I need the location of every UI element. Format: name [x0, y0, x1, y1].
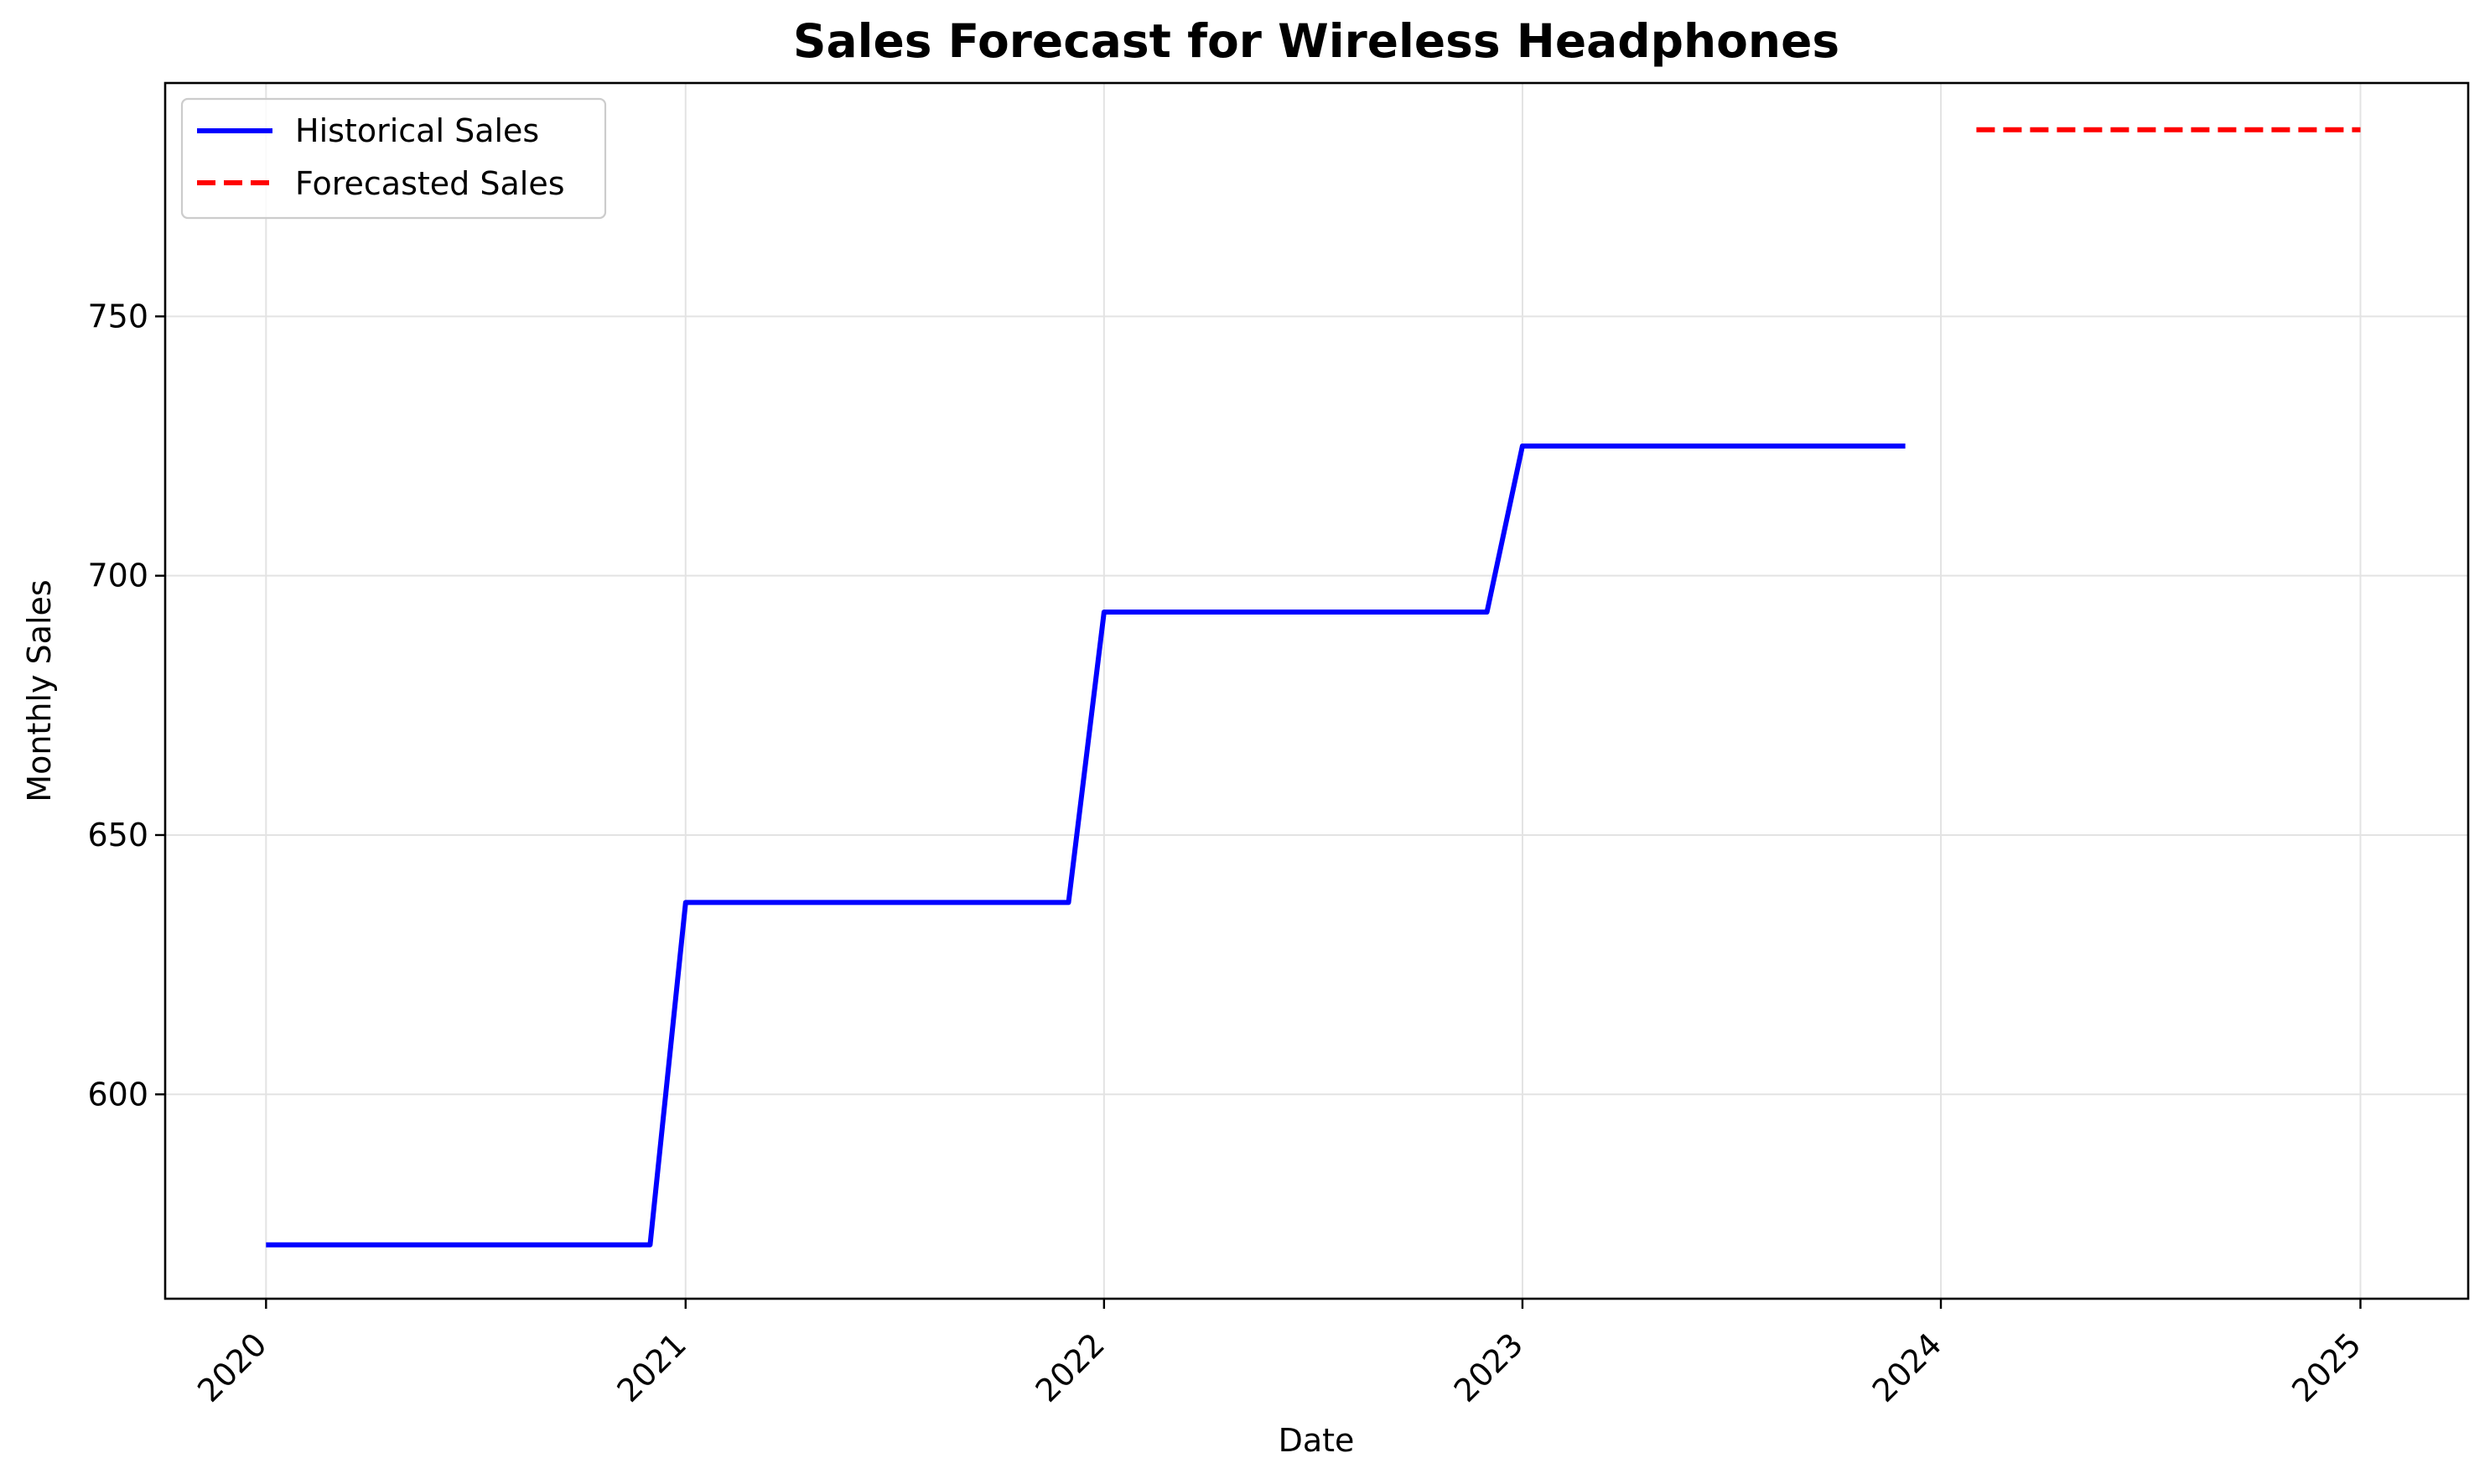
y-tick-label-600: 600: [87, 1076, 148, 1113]
y-axis-ticks: 600 650 700 750: [87, 298, 165, 1113]
plot-area-frame: [163, 81, 2470, 1300]
y-tick-label-750: 750: [87, 298, 148, 335]
legend: Historical Sales Forecasted Sales: [180, 97, 607, 220]
y-tick-label-650: 650: [87, 817, 148, 854]
y-tick-label-700: 700: [87, 558, 148, 594]
x-axis-label: Date: [1279, 1422, 1355, 1459]
series-line-historical: [266, 444, 1906, 1248]
legend-label-historical: Historical Sales: [295, 112, 539, 149]
grid: [165, 83, 2468, 1299]
legend-label-forecast: Forecasted Sales: [295, 165, 565, 202]
legend-box: [180, 97, 607, 220]
y-axis-label: Monthly Sales: [21, 579, 58, 802]
series-layer: [266, 127, 2361, 1248]
chart-title: Sales Forecast for Wireless Headphones: [793, 14, 1839, 68]
